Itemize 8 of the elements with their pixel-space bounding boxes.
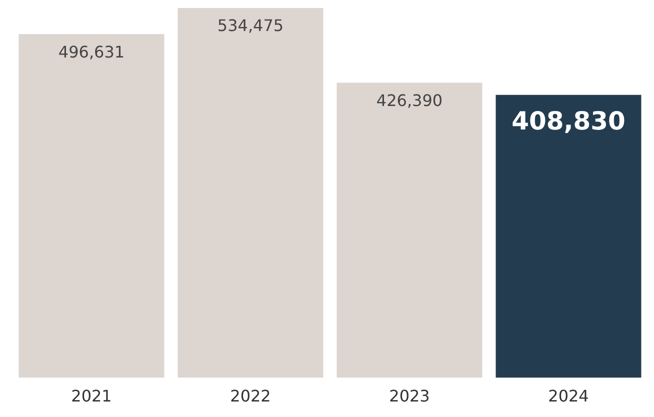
data-label: 426,390 xyxy=(376,90,443,110)
x-tick-label: 2022 xyxy=(230,386,271,406)
data-label: 408,830 xyxy=(512,106,626,136)
x-tick-label: 2023 xyxy=(389,386,430,406)
x-tick-label: 2021 xyxy=(71,386,112,406)
data-label: 534,475 xyxy=(217,16,284,36)
x-tick-label: 2024 xyxy=(548,386,589,406)
data-label: 496,631 xyxy=(58,42,125,62)
